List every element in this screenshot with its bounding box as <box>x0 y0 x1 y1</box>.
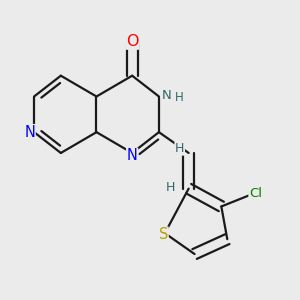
Text: N: N <box>161 88 171 101</box>
Text: N: N <box>24 125 35 140</box>
Text: H: H <box>175 142 184 155</box>
Text: Cl: Cl <box>249 187 262 200</box>
Text: S: S <box>159 227 168 242</box>
Text: H: H <box>166 181 176 194</box>
Text: H: H <box>175 92 184 104</box>
Text: O: O <box>126 34 138 49</box>
Text: N: N <box>127 148 138 164</box>
